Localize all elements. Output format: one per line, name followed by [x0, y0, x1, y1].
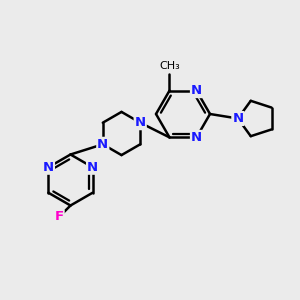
- Text: N: N: [87, 161, 98, 174]
- Text: N: N: [135, 116, 146, 129]
- Text: N: N: [191, 131, 202, 144]
- Text: N: N: [191, 84, 202, 97]
- Text: F: F: [55, 210, 64, 224]
- Text: N: N: [232, 112, 244, 125]
- Text: CH₃: CH₃: [159, 61, 180, 70]
- Text: N: N: [43, 161, 54, 174]
- Text: N: N: [97, 138, 108, 151]
